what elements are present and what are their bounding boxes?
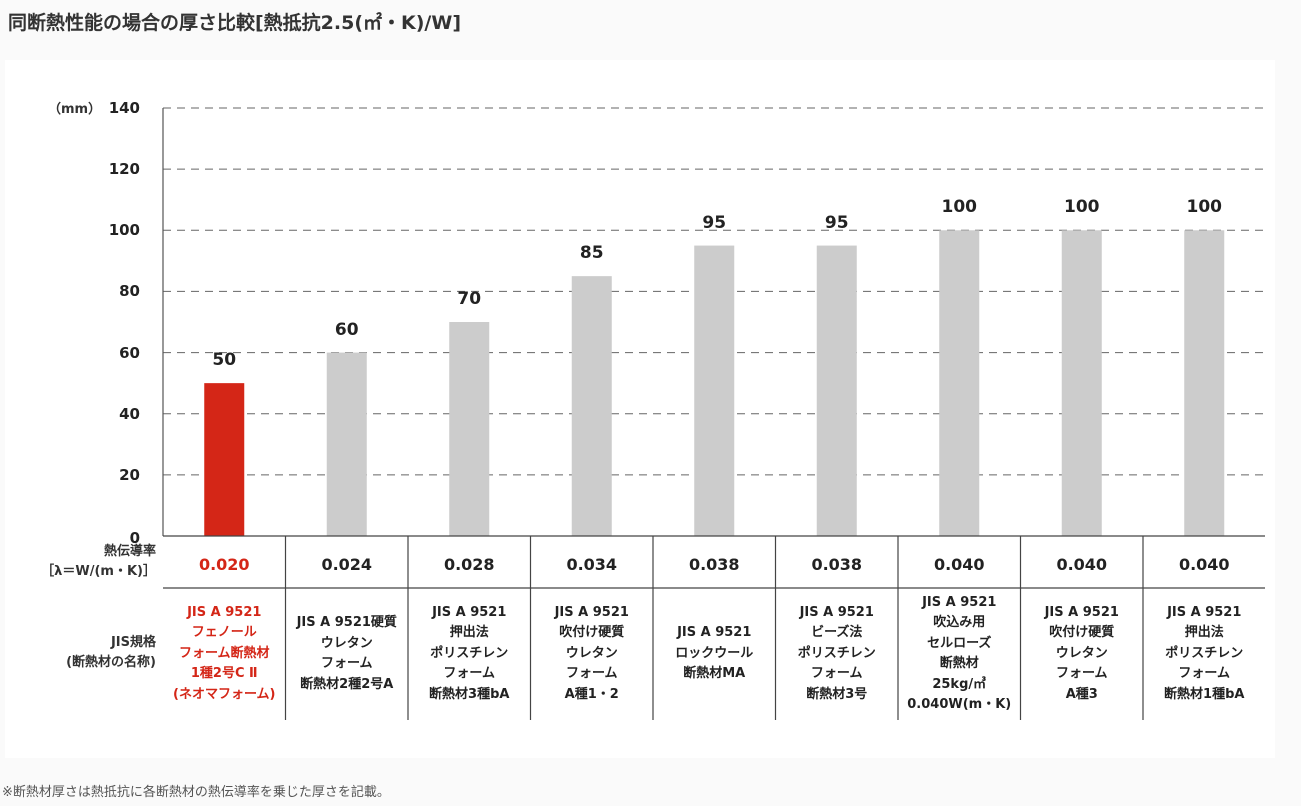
y-tick-label: 40 — [119, 404, 140, 423]
bar-value-label: 70 — [457, 289, 482, 309]
bar — [939, 230, 980, 537]
conductivity-cell: 0.038 — [688, 554, 740, 574]
bar — [326, 352, 367, 536]
bar-value-label: 100 — [941, 197, 978, 218]
bar — [1061, 230, 1102, 537]
jis-standard-cell: JIS A 9521 吹付け硬質 ウレタン フォーム A種1・2 — [554, 604, 629, 702]
conductivity-cell: 0.040 — [1178, 554, 1230, 574]
bar — [571, 276, 612, 536]
bar-value-label: 50 — [212, 350, 237, 371]
bar-value-label: 100 — [1186, 197, 1223, 218]
jis-standard-cell: JIS A 9521 押出法 ポリスチレン フォーム 断熱材3種bA — [429, 604, 510, 702]
footnote: ※断熱材厚さは熱抵抗に各断熱材の熱伝導率を乗じた厚さを記載。 — [2, 785, 390, 800]
conductivity-cell: 0.040 — [1056, 554, 1108, 574]
conductivity-cell: 0.034 — [566, 554, 618, 574]
conductivity-cell: 0.028 — [443, 554, 495, 574]
bar-value-label: 60 — [334, 319, 359, 340]
jis-standard-cell: JIS A 9521 ロックウール 断熱材MA — [675, 625, 754, 682]
conductivity-cell: 0.020 — [198, 554, 250, 574]
bar-value-label: 85 — [579, 243, 604, 264]
bar — [694, 245, 735, 537]
bar — [1184, 230, 1225, 537]
y-tick-label: 60 — [119, 343, 140, 362]
bar — [449, 322, 490, 536]
y-tick-label: 140 — [108, 99, 140, 117]
page-title: 同断熱性能の場合の厚さ比較[熱抵抗2.5(㎡・K)/W] — [8, 12, 462, 34]
jis-standard-cell: JIS A 9521 ビーズ法 ポリスチレン フォーム 断熱材3号 — [797, 604, 876, 702]
bar — [204, 383, 245, 536]
jis-standard-cell: JIS A 9521 押出法 ポリスチレン フォーム 断熱材1種bA — [1164, 604, 1245, 702]
y-tick-label: 20 — [119, 465, 140, 484]
y-tick-label: 0 — [129, 529, 140, 547]
bar — [816, 245, 857, 537]
table-lines — [163, 535, 1265, 720]
y-tick-label: 100 — [108, 221, 140, 240]
jis-row-header: JIS規格 (断熱材の名称) — [66, 635, 156, 670]
conductivity-cell: 0.024 — [321, 554, 373, 574]
jis-standard-cell: JIS A 9521硬質 ウレタン フォーム 断熱材2種2号A — [296, 615, 397, 692]
bar-value-label: 95 — [824, 212, 849, 233]
conductivity-cell: 0.038 — [811, 554, 863, 574]
y-axis-unit-label: （mm） — [48, 102, 102, 117]
jis-standard-cell: JIS A 9521 フェノール フォーム断熱材 1種2号C Ⅱ (ネオマフォー… — [173, 604, 276, 702]
y-tick-label: 80 — [119, 282, 140, 301]
y-tick-label: 120 — [108, 160, 140, 179]
bar-value-label: 100 — [1064, 197, 1100, 218]
bar-value-label: 95 — [702, 212, 727, 233]
jis-standard-cell: JIS A 9521 吹付け硬質 ウレタン フォーム A種3 — [1044, 604, 1119, 702]
conductivity-cell: 0.040 — [933, 554, 985, 574]
jis-standard-cell: JIS A 9521 吹込み用 セルローズ 断熱材 25kg/㎥ 0.040W(… — [907, 594, 1012, 713]
bars — [204, 230, 1225, 537]
conductivity-row-header: 熱伝導率 ［λ＝W/(m・K)］ — [41, 544, 156, 579]
